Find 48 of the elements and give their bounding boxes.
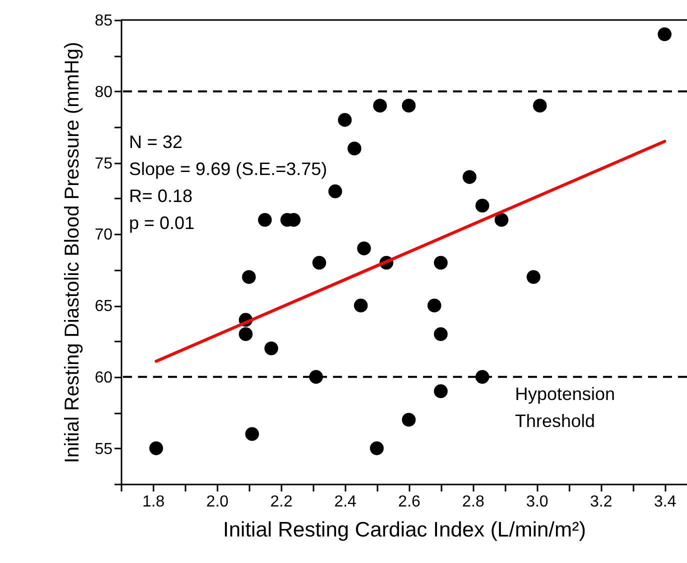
point — [402, 412, 416, 427]
point — [494, 213, 508, 227]
x-tick-label: 2.8 — [462, 494, 484, 510]
point — [242, 270, 256, 284]
x-tick-label: 2.6 — [398, 494, 421, 510]
point — [258, 213, 272, 227]
point — [434, 256, 448, 270]
point — [526, 270, 540, 284]
x-tick-label: 2.0 — [206, 494, 229, 510]
y-axis-title: Initial Resting Diastolic Blood Pressure (mmHg) — [62, 42, 84, 464]
point — [434, 384, 448, 398]
point — [348, 142, 362, 156]
point — [427, 298, 442, 312]
y-tick-label: 70 — [94, 226, 113, 244]
point — [312, 256, 326, 270]
point — [373, 98, 387, 113]
y-tick-label: 80 — [94, 84, 113, 101]
x-tick-label: 1.8 — [142, 494, 165, 510]
y-tick-label: 65 — [94, 298, 113, 316]
y-tick-label: 85 — [94, 12, 113, 30]
x-axis-title: Initial Resting Cardiac Index (L/min/m²) — [223, 518, 586, 542]
x-tick-label: 3.2 — [590, 494, 612, 510]
point — [658, 27, 672, 42]
y-tick-label: 60 — [94, 369, 113, 386]
point — [475, 198, 490, 212]
annotation: Hypotension Threshold — [515, 384, 616, 431]
point — [533, 98, 547, 113]
point — [238, 327, 253, 341]
point — [434, 327, 448, 341]
point — [475, 370, 490, 384]
point — [309, 370, 323, 384]
point — [149, 441, 164, 456]
point — [402, 98, 416, 113]
y-tick-label: 75 — [94, 155, 113, 172]
x-tick-label: 3.4 — [654, 494, 676, 510]
point — [357, 242, 371, 256]
point — [462, 170, 476, 184]
y-tick-label: 55 — [94, 440, 113, 458]
point — [354, 298, 368, 312]
point — [338, 113, 352, 127]
x-tick-label: 3.0 — [526, 494, 548, 510]
point — [245, 427, 259, 441]
annotation: N = 32 Slope = 9.69 (S.E.=3.75) R= 0.18 p = 0.01 — [129, 132, 328, 233]
point — [370, 441, 384, 456]
x-tick-label: 2.4 — [334, 494, 357, 510]
x-tick-label: 2.2 — [270, 494, 293, 510]
point — [328, 184, 342, 198]
point — [264, 341, 278, 356]
